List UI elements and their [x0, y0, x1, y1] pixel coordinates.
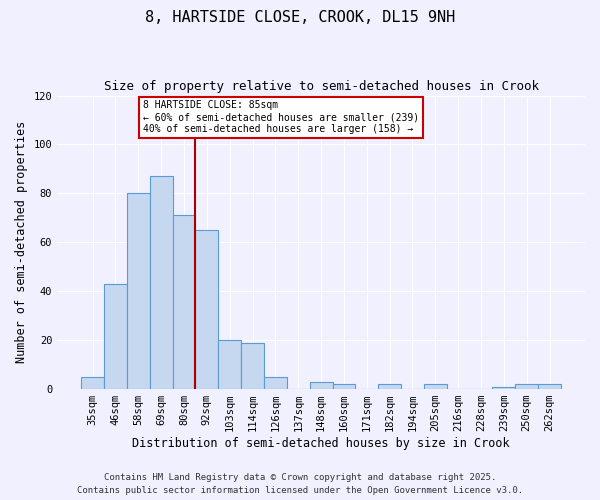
Text: 8, HARTSIDE CLOSE, CROOK, DL15 9NH: 8, HARTSIDE CLOSE, CROOK, DL15 9NH	[145, 10, 455, 25]
Bar	[81, 377, 104, 389]
Bar	[241, 342, 264, 389]
Bar	[332, 384, 355, 389]
Bar	[378, 384, 401, 389]
Bar	[538, 384, 561, 389]
Bar	[493, 386, 515, 389]
Bar	[424, 384, 447, 389]
Bar	[104, 284, 127, 389]
Text: Contains HM Land Registry data © Crown copyright and database right 2025.
Contai: Contains HM Land Registry data © Crown c…	[77, 474, 523, 495]
Bar	[218, 340, 241, 389]
Text: 8 HARTSIDE CLOSE: 85sqm
← 60% of semi-detached houses are smaller (239)
40% of s: 8 HARTSIDE CLOSE: 85sqm ← 60% of semi-de…	[143, 100, 419, 134]
X-axis label: Distribution of semi-detached houses by size in Crook: Distribution of semi-detached houses by …	[132, 437, 510, 450]
Bar	[264, 377, 287, 389]
Y-axis label: Number of semi-detached properties: Number of semi-detached properties	[15, 121, 28, 364]
Bar	[515, 384, 538, 389]
Title: Size of property relative to semi-detached houses in Crook: Size of property relative to semi-detach…	[104, 80, 539, 93]
Bar	[127, 194, 150, 389]
Bar	[310, 382, 332, 389]
Bar	[196, 230, 218, 389]
Bar	[150, 176, 173, 389]
Bar	[173, 216, 196, 389]
